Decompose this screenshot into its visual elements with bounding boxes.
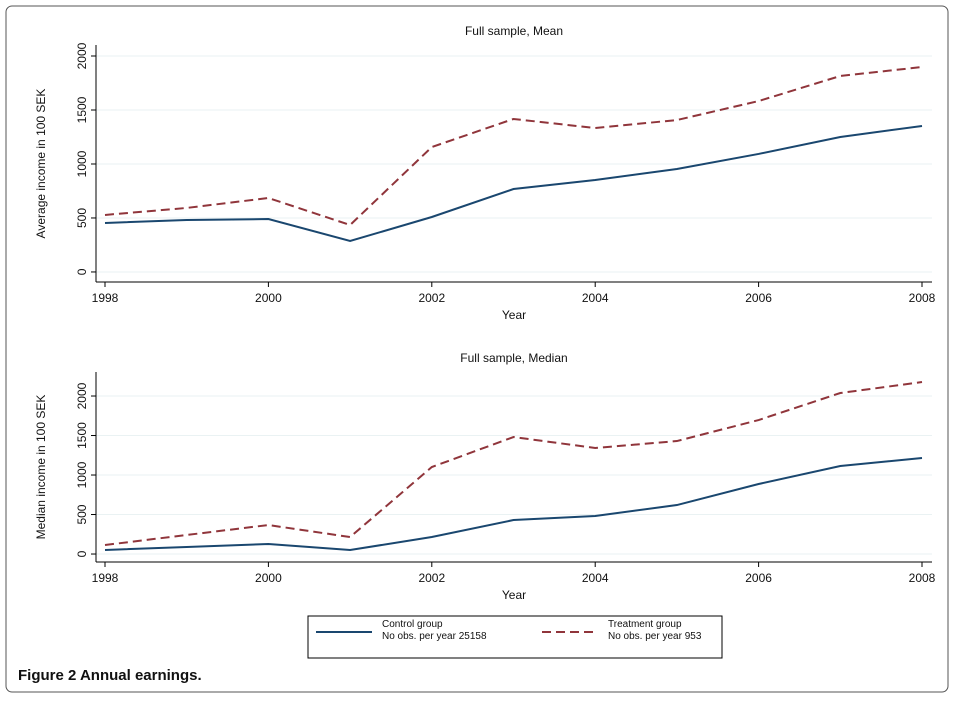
y-axis-label: Average income in 100 SEK [34, 89, 48, 239]
y-tick-label: 1000 [75, 461, 89, 488]
y-tick-label: 1500 [75, 422, 89, 449]
x-tick-label: 1998 [92, 291, 119, 305]
y-tick-label: 0 [75, 550, 89, 557]
y-tick-label: 0 [75, 268, 89, 275]
x-axis-label: Year [502, 588, 526, 602]
y-tick-label: 500 [75, 208, 89, 228]
legend-box [307, 615, 723, 659]
x-tick-label: 2000 [255, 291, 282, 305]
x-tick-label: 2002 [418, 571, 445, 585]
x-tick-label: 2008 [909, 291, 936, 305]
x-tick-label: 2008 [909, 571, 936, 585]
legend-label: Control group [382, 619, 443, 630]
series-line [104, 457, 923, 551]
x-tick-label: 2002 [418, 291, 445, 305]
chart-title: Full sample, Median [460, 351, 567, 365]
y-tick-label: 2000 [75, 42, 89, 69]
legend-label: Treatment group [608, 619, 682, 630]
series-line [104, 66, 923, 227]
x-axis-label: Year [502, 308, 526, 322]
x-tick-label: 2006 [745, 571, 772, 585]
y-tick-label: 500 [75, 504, 89, 524]
x-tick-label: 2006 [745, 291, 772, 305]
series-line [104, 124, 923, 243]
series-line [104, 381, 923, 547]
x-tick-label: 2004 [582, 571, 609, 585]
y-axis-label: Median income in 100 SEK [34, 395, 48, 540]
frame [5, 5, 949, 693]
legend-note: No obs. per year 25158 [382, 631, 487, 642]
chart-title: Full sample, Mean [465, 24, 563, 38]
legend-note: No obs. per year 953 [608, 631, 702, 642]
caption: Figure 2 Annual earnings. [18, 667, 202, 684]
x-tick-label: 2004 [582, 291, 609, 305]
x-tick-label: 2000 [255, 571, 282, 585]
y-tick-label: 1000 [75, 150, 89, 177]
x-tick-label: 1998 [92, 571, 119, 585]
y-tick-label: 2000 [75, 382, 89, 409]
y-tick-label: 1500 [75, 96, 89, 123]
